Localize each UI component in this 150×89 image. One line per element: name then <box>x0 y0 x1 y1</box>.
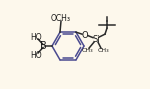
Text: Si: Si <box>92 35 100 44</box>
Text: CH₃: CH₃ <box>81 48 93 53</box>
Text: B: B <box>40 41 46 51</box>
Text: CH₃: CH₃ <box>97 48 109 53</box>
Text: OCH₃: OCH₃ <box>51 14 71 23</box>
Text: O: O <box>82 31 88 40</box>
Text: HO: HO <box>30 32 42 41</box>
Text: HO: HO <box>30 50 42 60</box>
